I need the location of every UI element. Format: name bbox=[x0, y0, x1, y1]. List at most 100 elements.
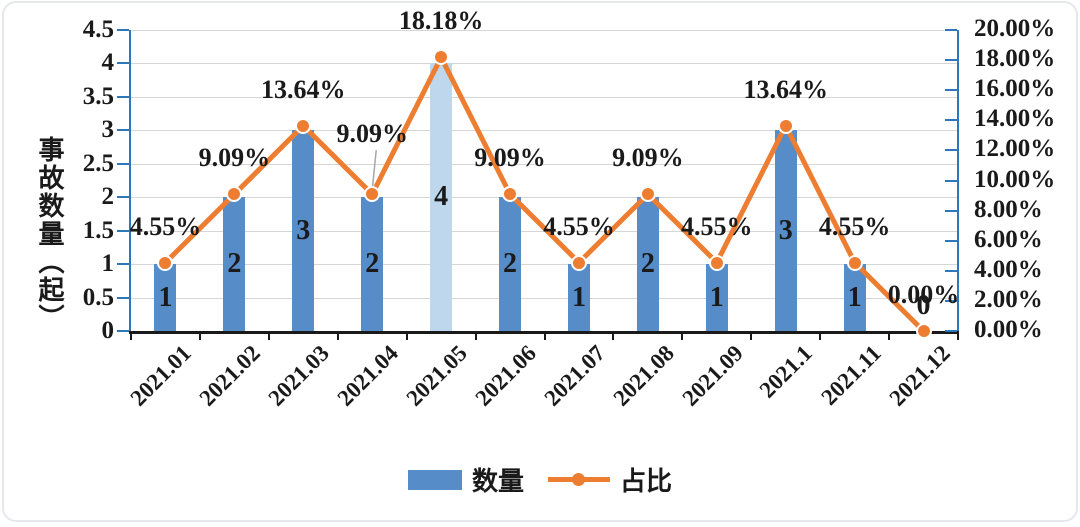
bar-value-label: 2 bbox=[503, 248, 518, 280]
left-axis-line bbox=[129, 30, 131, 333]
left-axis-tick-label: 2.5 bbox=[82, 149, 114, 177]
left-axis-tick-label: 0.5 bbox=[82, 283, 114, 311]
line-marker bbox=[915, 323, 932, 339]
x-axis-tick bbox=[957, 331, 959, 340]
percent-value-label: 4.55% bbox=[818, 211, 891, 241]
percent-value-label: 13.64% bbox=[261, 74, 346, 104]
line-marker bbox=[157, 254, 174, 271]
legend: 数量 占比 bbox=[0, 461, 1080, 498]
percent-value-label: 9.09% bbox=[198, 143, 271, 173]
legend-item-line-series: 占比 bbox=[548, 461, 672, 498]
right-axis-tick bbox=[945, 59, 957, 62]
x-axis-tick bbox=[543, 331, 546, 340]
left-axis-tick bbox=[117, 95, 129, 98]
line-marker bbox=[777, 117, 794, 134]
x-axis-tick bbox=[405, 331, 408, 340]
gridline bbox=[131, 197, 958, 199]
x-axis-tick bbox=[612, 331, 615, 340]
x-axis-tick bbox=[681, 331, 684, 340]
right-axis-tick bbox=[945, 29, 957, 31]
left-axis-tick bbox=[117, 229, 129, 232]
right-axis-tick-label: 2.00% bbox=[974, 285, 1043, 313]
left-axis-tick bbox=[117, 162, 129, 165]
percent-value-label: 18.18% bbox=[398, 6, 484, 36]
line-marker bbox=[226, 186, 243, 203]
right-axis-tick bbox=[945, 89, 957, 92]
percent-value-label: 9.09% bbox=[612, 143, 684, 173]
left-axis-tick bbox=[117, 129, 129, 132]
right-axis-tick-label: 6.00% bbox=[974, 225, 1043, 253]
gridline bbox=[131, 130, 958, 132]
left-axis-tick-label: 2 bbox=[101, 183, 115, 211]
x-axis-tick bbox=[819, 331, 822, 340]
right-axis-tick-label: 0.00% bbox=[974, 316, 1043, 343]
left-axis-tick-label: 4.5 bbox=[82, 16, 114, 43]
bar-value-label: 4 bbox=[434, 181, 449, 213]
x-axis-tick bbox=[198, 331, 201, 340]
line-marker bbox=[364, 186, 381, 203]
x-axis-tick bbox=[750, 331, 753, 340]
percent-value-label: 9.09% bbox=[336, 119, 408, 149]
percent-value-label: 9.09% bbox=[474, 143, 546, 173]
right-axis-tick-label: 4.00% bbox=[974, 255, 1043, 283]
right-axis-tick bbox=[945, 269, 957, 272]
right-axis-tick bbox=[945, 179, 957, 182]
legend-label-line-series: 占比 bbox=[620, 467, 673, 496]
line-marker bbox=[433, 49, 450, 66]
right-axis-tick bbox=[945, 330, 957, 332]
percent-value-label: 4.55% bbox=[129, 211, 202, 241]
right-axis-tick-label: 16.00% bbox=[974, 75, 1056, 103]
bar-series-swatch bbox=[407, 469, 462, 490]
left-axis-tick-label: 3.5 bbox=[82, 82, 114, 110]
right-axis-tick-label: 10.00% bbox=[974, 165, 1056, 193]
percent-value-label: 4.55% bbox=[543, 211, 615, 241]
line-marker bbox=[295, 117, 312, 134]
x-axis-tick bbox=[474, 331, 477, 340]
line-series-swatch bbox=[548, 473, 610, 486]
percent-value-label: 0.00% bbox=[887, 280, 960, 309]
bar-value-label: 1 bbox=[158, 281, 173, 313]
x-axis-tick bbox=[130, 331, 132, 340]
left-axis-tick bbox=[117, 29, 129, 31]
right-axis-tick-label: 8.00% bbox=[974, 195, 1043, 223]
leader-line bbox=[371, 150, 377, 191]
line-marker bbox=[570, 254, 587, 271]
right-axis-tick-label: 12.00% bbox=[974, 135, 1056, 163]
left-axis-tick bbox=[117, 263, 129, 266]
left-axis-tick-label: 3 bbox=[101, 116, 115, 144]
gridline bbox=[131, 264, 958, 266]
right-axis-tick bbox=[945, 239, 957, 242]
bar-value-label: 2 bbox=[365, 248, 380, 280]
left-axis-tick-label: 4 bbox=[101, 49, 115, 77]
line-marker bbox=[639, 186, 656, 203]
right-axis-tick-label: 20.00% bbox=[974, 15, 1056, 42]
left-axis-tick-label: 0 bbox=[101, 317, 115, 344]
right-axis-tick-label: 14.00% bbox=[974, 105, 1056, 133]
line-marker bbox=[846, 254, 863, 271]
right-axis-tick bbox=[945, 119, 957, 122]
line-marker-icon bbox=[572, 473, 585, 486]
left-axis-tick bbox=[117, 196, 129, 199]
bar-value-label: 1 bbox=[709, 281, 724, 313]
x-axis-tick bbox=[888, 331, 891, 340]
x-axis-tick bbox=[267, 331, 270, 340]
percent-value-label: 13.64% bbox=[743, 74, 828, 104]
gridline bbox=[131, 297, 958, 299]
bar-value-label: 1 bbox=[571, 281, 586, 313]
bar-value-label: 2 bbox=[227, 248, 242, 280]
left-axis-tick-label: 1.5 bbox=[82, 216, 114, 244]
percent-value-label: 4.55% bbox=[681, 211, 753, 241]
gridline bbox=[131, 30, 958, 31]
left-axis-tick bbox=[117, 62, 129, 65]
right-axis-line bbox=[957, 30, 959, 333]
gridline bbox=[131, 63, 958, 65]
right-axis-tick bbox=[945, 209, 957, 212]
line-marker bbox=[502, 186, 519, 203]
bar-value-label: 3 bbox=[296, 214, 311, 246]
bar-value-label: 2 bbox=[640, 248, 655, 280]
legend-item-bar-series: 数量 bbox=[407, 461, 524, 498]
left-axis-title: 事故数量（起） bbox=[35, 136, 64, 332]
left-axis-tick-label: 1 bbox=[101, 250, 115, 278]
right-axis-tick bbox=[945, 299, 957, 302]
